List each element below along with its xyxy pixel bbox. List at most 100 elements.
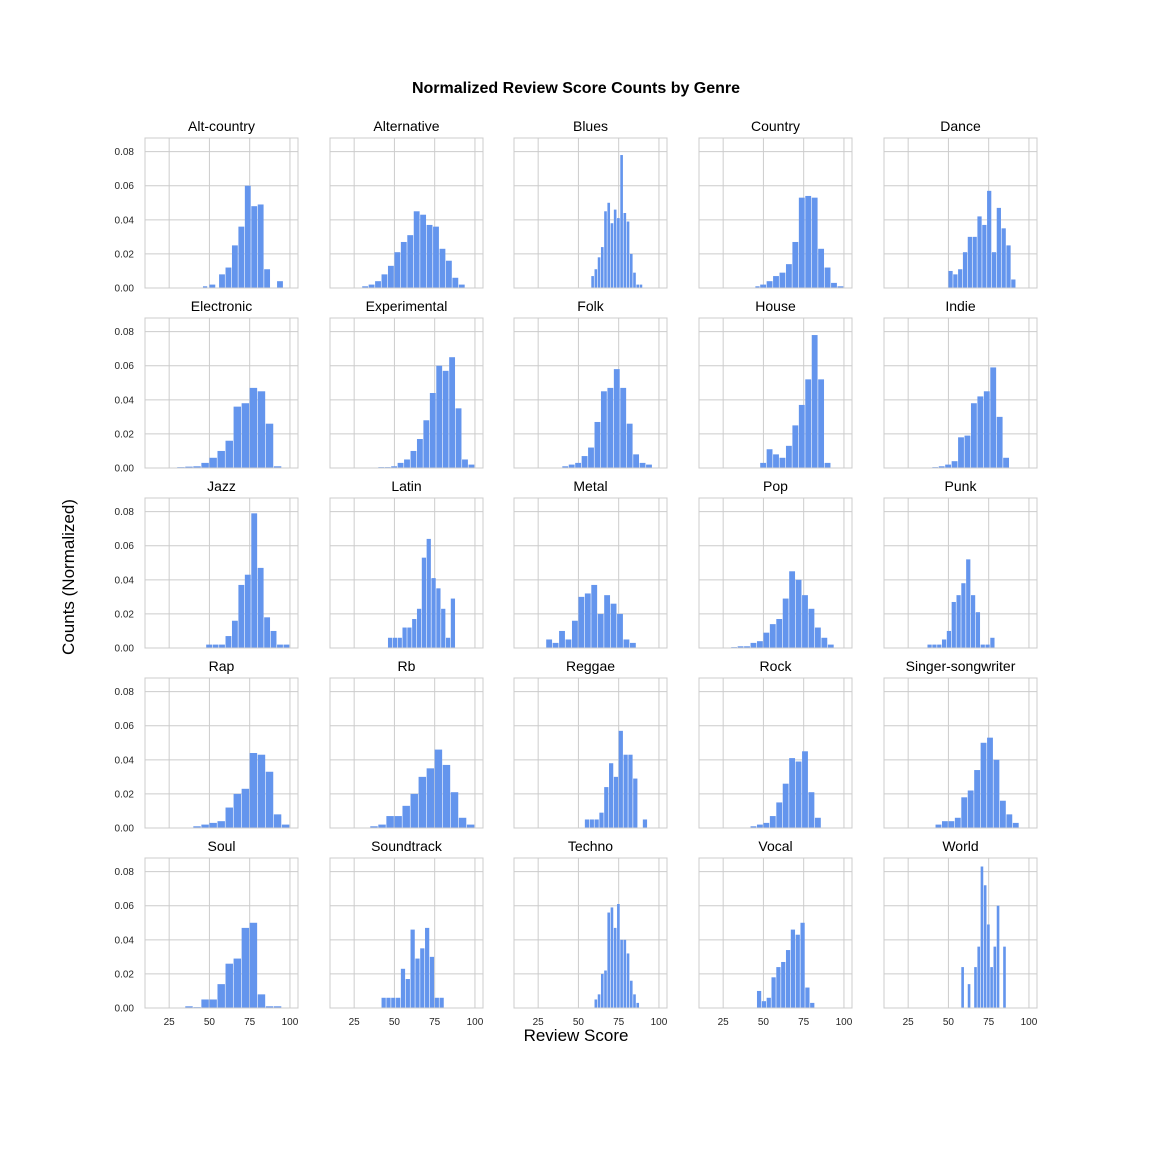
histogram-bar [818, 379, 825, 468]
y-tick-label: 0.02 [115, 249, 135, 260]
histogram-bar [814, 627, 821, 648]
panel-frame [513, 677, 668, 829]
histogram-panel: Jazz 0.00 0.02 0.04 0.06 0.08 [115, 478, 299, 655]
histogram-bar [827, 644, 834, 648]
histogram-bar [967, 236, 972, 288]
histogram-bar [600, 247, 604, 288]
histogram-bar [946, 630, 952, 648]
histogram-bar [386, 997, 391, 1008]
histogram-bar [626, 953, 630, 1008]
histogram-bar [249, 753, 258, 828]
histogram-bar [599, 812, 604, 828]
histogram-bar [776, 802, 783, 828]
histogram-bar [956, 595, 961, 648]
histogram-bar [584, 819, 590, 828]
histogram-bar [407, 627, 412, 648]
histogram-bar [231, 620, 238, 648]
x-axis-label: Review Score [524, 1026, 629, 1045]
histogram-bar [1006, 245, 1011, 288]
histogram-bar [811, 197, 818, 288]
panel-title: Jazz [207, 478, 236, 494]
histogram-bar [273, 466, 282, 468]
histogram-bar [805, 195, 812, 288]
histogram-bar [818, 248, 825, 288]
histogram-bar [966, 559, 971, 648]
histogram-bar [238, 584, 245, 648]
histogram-bar [1003, 946, 1006, 1008]
histogram-bar [257, 567, 264, 648]
histogram-bar [958, 269, 963, 288]
histogram-bar [257, 204, 264, 288]
histogram-bar [961, 797, 968, 828]
histogram-bar [425, 927, 430, 1008]
panel-frame [144, 677, 299, 829]
histogram-bar [790, 929, 796, 1008]
histogram-bar [265, 1006, 274, 1008]
y-tick-label: 0.06 [115, 181, 135, 192]
histogram-bar [410, 450, 417, 468]
histogram-bar [441, 608, 446, 648]
panel-title: Reggae [566, 658, 615, 674]
histogram-bar [591, 584, 598, 648]
histogram-bar [977, 946, 981, 1008]
histogram-bar [980, 866, 984, 1008]
histogram-bar [766, 449, 773, 468]
histogram-bar [761, 1001, 767, 1008]
histogram-bar [760, 462, 767, 468]
histogram-bar [609, 763, 614, 828]
y-tick-label: 0.08 [115, 507, 135, 518]
histogram-bar [270, 630, 277, 648]
histogram-bar [387, 265, 394, 288]
histogram-bar [937, 644, 942, 648]
histogram-bar [750, 642, 757, 648]
y-tick-label: 0.04 [115, 755, 135, 766]
y-tick-label: 0.02 [115, 609, 135, 620]
histogram-panel: Reggae [513, 658, 668, 829]
histogram-bar [756, 824, 763, 828]
histogram-bar [626, 423, 633, 468]
y-tick-label: 0.06 [115, 901, 135, 912]
x-tick-label: 75 [983, 1017, 995, 1028]
x-tick-label: 75 [429, 1017, 441, 1028]
histogram-bar [811, 335, 818, 468]
histogram-bar [974, 770, 981, 828]
histogram-bar [983, 885, 987, 1008]
panel-title: Rb [398, 658, 416, 674]
histogram-bar [610, 223, 614, 288]
histogram-bar [954, 817, 961, 828]
histogram-bar [449, 357, 456, 468]
panel-frame [144, 857, 299, 1009]
histogram-bar [426, 768, 435, 828]
histogram-bar [209, 284, 216, 288]
histogram-bar [277, 281, 283, 288]
histogram-bar [951, 461, 958, 468]
histogram-panel: Indie [883, 298, 1038, 469]
histogram-bar [249, 922, 258, 1008]
panel-frame [513, 497, 668, 649]
histogram-bar [789, 758, 796, 828]
panel-title: Alternative [373, 118, 439, 134]
histogram-bar [552, 642, 559, 648]
histogram-bar [795, 934, 800, 1008]
histogram-bar [769, 624, 776, 648]
histogram-bar [617, 218, 620, 288]
panel-title: Soundtrack [371, 838, 443, 854]
histogram-bar [814, 817, 821, 828]
panel-title: World [942, 838, 978, 854]
histogram-bar [987, 190, 992, 288]
histogram-bar [404, 459, 410, 468]
y-tick-label: 0.02 [115, 789, 135, 800]
histogram-bar [396, 997, 401, 1008]
histogram-bar [607, 912, 611, 1008]
histogram-bar [410, 929, 415, 1008]
histogram-bar [394, 816, 402, 828]
histogram-bar [985, 644, 990, 648]
histogram-bar [436, 365, 443, 468]
histogram-bar [594, 421, 601, 468]
histogram-bar [405, 979, 410, 1008]
histogram-bar [241, 403, 250, 468]
histogram-bar [744, 646, 750, 648]
histogram-panel: Dance [883, 118, 1038, 289]
x-tick-label: 100 [836, 1017, 853, 1028]
histogram-bar [792, 241, 799, 288]
